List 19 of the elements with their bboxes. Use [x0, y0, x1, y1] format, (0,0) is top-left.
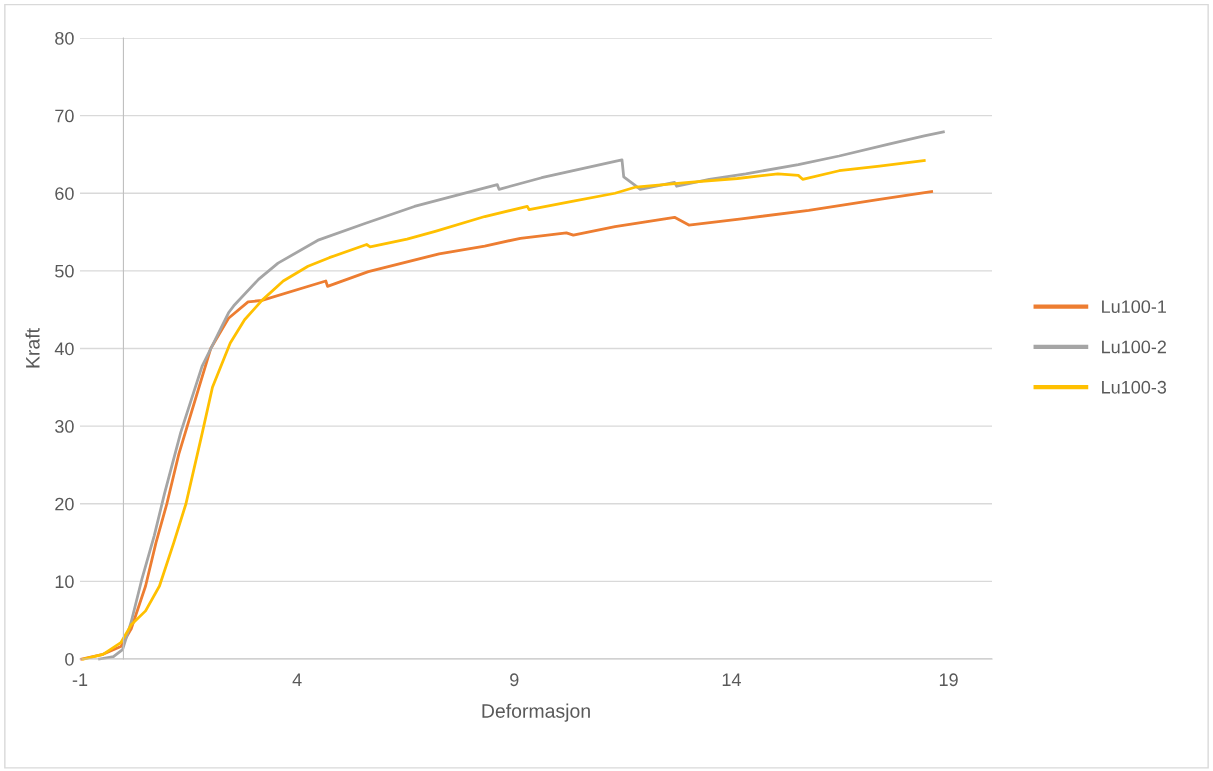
x-tick-label: 4 [292, 673, 302, 686]
legend-label: Lu100-1 [1102, 300, 1166, 314]
legend-label: Lu100-3 [1102, 380, 1167, 394]
y-tick-label: 0 [65, 652, 74, 666]
x-tick-label: 19 [939, 673, 958, 687]
y-tick-label: 70 [55, 109, 74, 123]
x-axis-title: Deformasjon [482, 703, 590, 722]
y-axis-title: Kraft [25, 328, 40, 368]
y-tick-label: 40 [54, 342, 74, 356]
x-tick-label: 14 [722, 673, 741, 686]
legend-label: Lu100-2 [1102, 340, 1166, 354]
y-tick-label: 80 [55, 31, 74, 45]
y-tick-label: 10 [55, 575, 74, 589]
y-tick-label: 30 [55, 420, 74, 433]
y-tick-label: 60 [55, 187, 74, 200]
y-tick-label: 20 [55, 497, 74, 511]
x-tick-label: 9 [510, 673, 519, 687]
y-tick-label: 50 [55, 264, 74, 278]
x-tick-label: -1 [72, 673, 88, 686]
